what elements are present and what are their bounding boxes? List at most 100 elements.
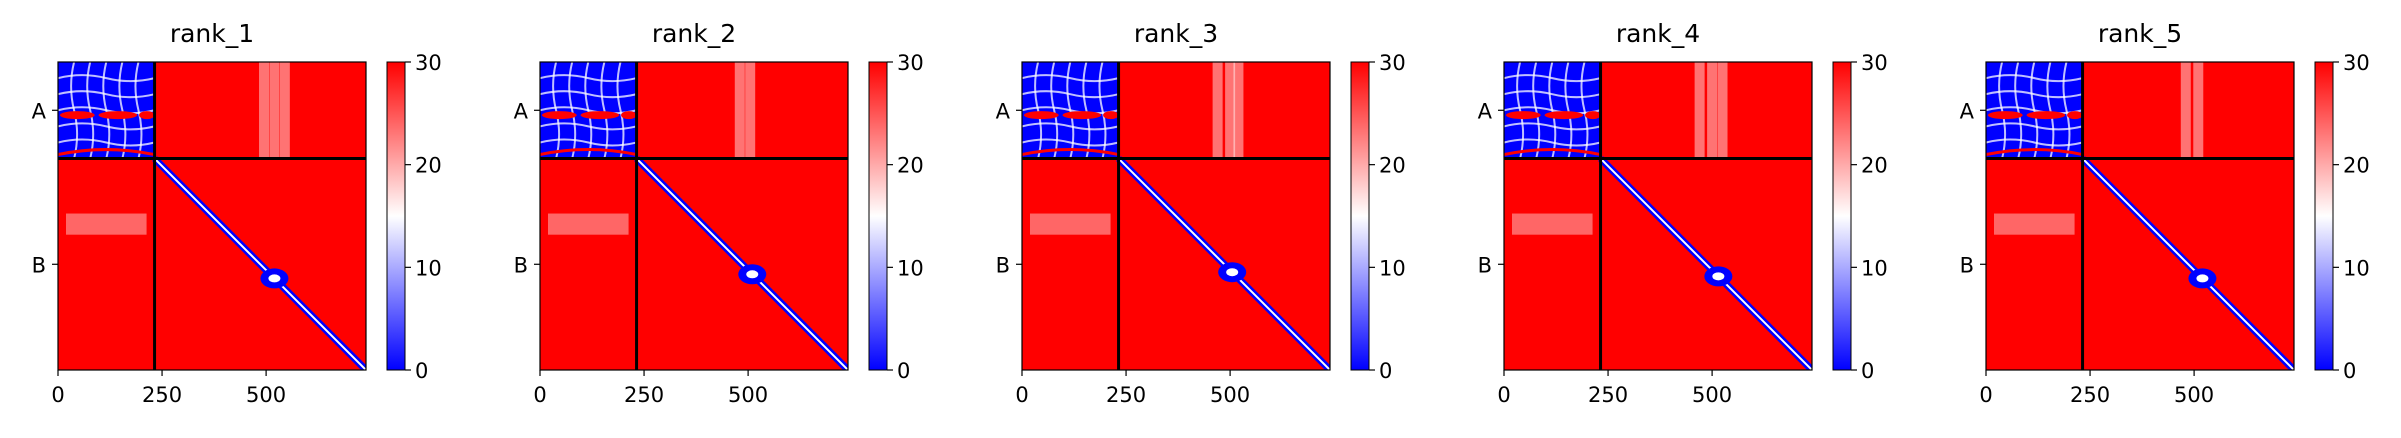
inter-chain-stripe (745, 62, 756, 159)
colorbar-tick-label: 10 (1861, 256, 1888, 280)
chain-b-diagonal-core (2081, 157, 2294, 370)
chain-a-edge (1504, 148, 1601, 157)
chain-label: B (1960, 253, 1974, 277)
colorbar-tick-label: 10 (415, 256, 442, 280)
axes-frame (1985, 61, 2295, 371)
domain-contact-core (268, 274, 281, 283)
texture-line (1998, 62, 2007, 159)
x-tick-label: 250 (1588, 383, 1628, 407)
colorbar-tick-label: 0 (1379, 359, 1392, 383)
pae-panel-3: rank_3 0 250 500 A B 0 10 20 30 (996, 19, 1406, 407)
chain-a-hotspot (1505, 111, 1541, 120)
inter-chain-stripe (259, 62, 270, 159)
chain-a-edge (1022, 148, 1119, 157)
inter-chain-band (1030, 213, 1111, 235)
inter-chain-band (1994, 213, 2075, 235)
texture-line (1516, 62, 1525, 159)
colorbar-tick-label: 20 (897, 154, 924, 178)
colorbar-tick-label: 30 (2343, 51, 2370, 75)
colorbar-tick-label: 0 (897, 359, 910, 383)
chain-a-hotspot (2067, 111, 2083, 120)
chain-a-texture (58, 62, 155, 159)
chain-label: B (996, 253, 1010, 277)
chain-b-diagonal-core (635, 157, 848, 370)
texture-line (1986, 90, 2083, 99)
texture-line (102, 62, 111, 159)
colorbar-tick-label: 0 (1861, 359, 1874, 383)
panel-title: rank_1 (170, 19, 254, 48)
texture-line (540, 90, 637, 99)
texture-line (2014, 62, 2023, 159)
heatmap (1504, 62, 1812, 370)
x-tick-label: 0 (51, 383, 64, 407)
texture-line (70, 62, 79, 159)
colorbar-tick-label: 20 (2343, 154, 2370, 178)
texture-line (1532, 62, 1541, 159)
chain-a-texture (1504, 62, 1601, 159)
texture-line (1022, 90, 1119, 99)
colorbar-tick-label: 10 (897, 256, 924, 280)
texture-line (134, 62, 143, 159)
colorbar (868, 61, 888, 371)
axes-frame (1503, 61, 1813, 371)
pae-panel-1: rank_1 0 250 500 A B 0 10 20 30 (32, 19, 442, 407)
axes-frame (57, 61, 367, 371)
texture-line (1098, 62, 1107, 159)
colorbar-tick-label: 20 (1861, 154, 1888, 178)
colorbar-tick-label: 30 (897, 51, 924, 75)
chain-b-diagonal-core (1599, 157, 1812, 370)
x-tick-label: 250 (142, 383, 182, 407)
x-tick-label: 0 (1979, 383, 1992, 407)
chain-label: A (1478, 99, 1493, 123)
chain-label: A (32, 99, 47, 123)
colorbar-tick-label: 0 (415, 359, 428, 383)
texture-line (1580, 62, 1589, 159)
chain-b-diagonal-core (153, 157, 366, 370)
chain-label: B (1478, 253, 1492, 277)
chain-a-hotspot (621, 111, 637, 120)
colorbar (2314, 61, 2334, 371)
panel-title: rank_3 (1134, 19, 1218, 48)
texture-line (2062, 62, 2071, 159)
colorbar-tick-label: 10 (1379, 256, 1406, 280)
texture-line (58, 90, 155, 99)
inter-chain-stripe (1717, 62, 1728, 159)
texture-line (552, 62, 561, 159)
chain-a-hotspot (1062, 111, 1102, 120)
inter-chain-stripe (2180, 62, 2191, 159)
inter-chain-stripe (279, 62, 290, 159)
inter-chain-band (548, 213, 629, 235)
chain-a-edge (540, 148, 637, 157)
texture-line (1050, 62, 1059, 159)
colorbar (1832, 61, 1852, 371)
texture-line (1066, 62, 1075, 159)
chain-a-texture (540, 62, 637, 159)
pae-panel-2: rank_2 0 250 500 A B 0 10 20 30 (514, 19, 924, 407)
chain-a-hotspot (541, 111, 577, 120)
inter-chain-stripe (1233, 62, 1244, 159)
texture-line (86, 62, 95, 159)
chain-a-hotspot (1023, 111, 1059, 120)
x-tick-label: 500 (246, 383, 286, 407)
colorbar-tick-label: 20 (1379, 154, 1406, 178)
chain-a-hotspot (1103, 111, 1119, 120)
inter-chain-stripe (1694, 62, 1705, 159)
texture-line (568, 62, 577, 159)
chain-a-texture (1986, 62, 2083, 159)
domain-contact-core (1226, 268, 1239, 277)
texture-line (1504, 90, 1601, 99)
inter-chain-stripe (2193, 62, 2204, 159)
chain-a-hotspot (2026, 111, 2066, 120)
inter-chain-stripe (734, 62, 745, 159)
chain-label: A (514, 99, 529, 123)
x-tick-label: 250 (624, 383, 664, 407)
texture-line (1034, 62, 1043, 159)
chain-a-hotspot (1585, 111, 1601, 120)
chain-label: B (514, 253, 528, 277)
chain-a-hotspot (59, 111, 95, 120)
colorbar (1350, 61, 1370, 371)
chain-a-hotspot (1544, 111, 1584, 120)
chain-a-edge (58, 148, 155, 157)
panel-title: rank_4 (1616, 19, 1700, 48)
